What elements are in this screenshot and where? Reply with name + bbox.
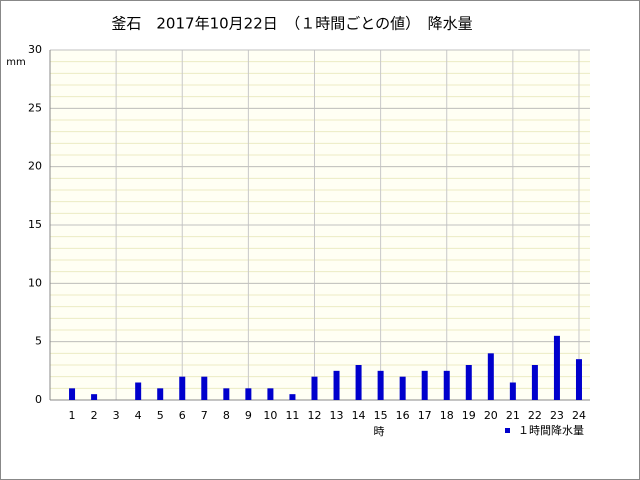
bar (421, 370, 428, 400)
bar (179, 376, 186, 400)
bar (355, 365, 362, 400)
bar (377, 370, 384, 400)
bar (333, 370, 340, 400)
bar (223, 388, 230, 400)
bar (69, 388, 76, 400)
y-tick-label: 25 (28, 101, 42, 114)
x-tick-label: 16 (396, 409, 410, 422)
x-tick-label: 8 (223, 409, 230, 422)
x-tick-label: 5 (157, 409, 164, 422)
x-tick-label: 23 (550, 409, 564, 422)
y-tick-label: 10 (28, 276, 42, 289)
x-tick-label: 4 (135, 409, 142, 422)
chart-title: 釜石 2017年10月22日 （１時間ごとの値） 降水量 (111, 15, 472, 33)
x-tick-label: 14 (352, 409, 366, 422)
bar (509, 382, 516, 400)
x-tick-label: 17 (418, 409, 432, 422)
x-tick-label: 20 (484, 409, 498, 422)
bar (465, 365, 472, 400)
x-label: 時 (374, 425, 385, 438)
x-tick-label: 18 (440, 409, 454, 422)
x-tick-label: 11 (285, 409, 299, 422)
x-tick-label: 7 (201, 409, 208, 422)
x-tick-label: 9 (245, 409, 252, 422)
y-tick-label: 15 (28, 218, 42, 231)
x-tick-label: 1 (69, 409, 76, 422)
legend-label: １時間降水量 (518, 423, 584, 437)
bar (311, 376, 318, 400)
x-tick-label: 6 (179, 409, 186, 422)
bar (531, 365, 538, 400)
bar (267, 388, 274, 400)
bar (135, 382, 142, 400)
x-tick-label: 24 (572, 409, 586, 422)
bar (487, 353, 494, 400)
bar (399, 376, 406, 400)
bar (289, 394, 296, 400)
y-tick-label: 0 (35, 393, 42, 406)
x-tick-label: 13 (330, 409, 344, 422)
y-tick-label: 30 (28, 43, 42, 56)
x-tick-label: 19 (462, 409, 476, 422)
y-tick-label: 20 (28, 160, 42, 173)
x-tick-label: 3 (113, 409, 120, 422)
y-unit: mm (6, 57, 25, 68)
x-tick-label: 21 (506, 409, 520, 422)
bar (245, 388, 252, 400)
x-tick-label: 2 (91, 409, 98, 422)
bar (575, 359, 582, 400)
x-tick-label: 15 (374, 409, 388, 422)
legend-swatch (505, 428, 510, 433)
bar (91, 394, 98, 400)
bar (201, 376, 208, 400)
x-tick-label: 22 (528, 409, 542, 422)
x-tick-label: 10 (263, 409, 277, 422)
bar (443, 370, 450, 400)
y-tick-label: 5 (35, 335, 42, 348)
bar (157, 388, 164, 400)
bar (553, 335, 560, 400)
x-tick-label: 12 (307, 409, 321, 422)
